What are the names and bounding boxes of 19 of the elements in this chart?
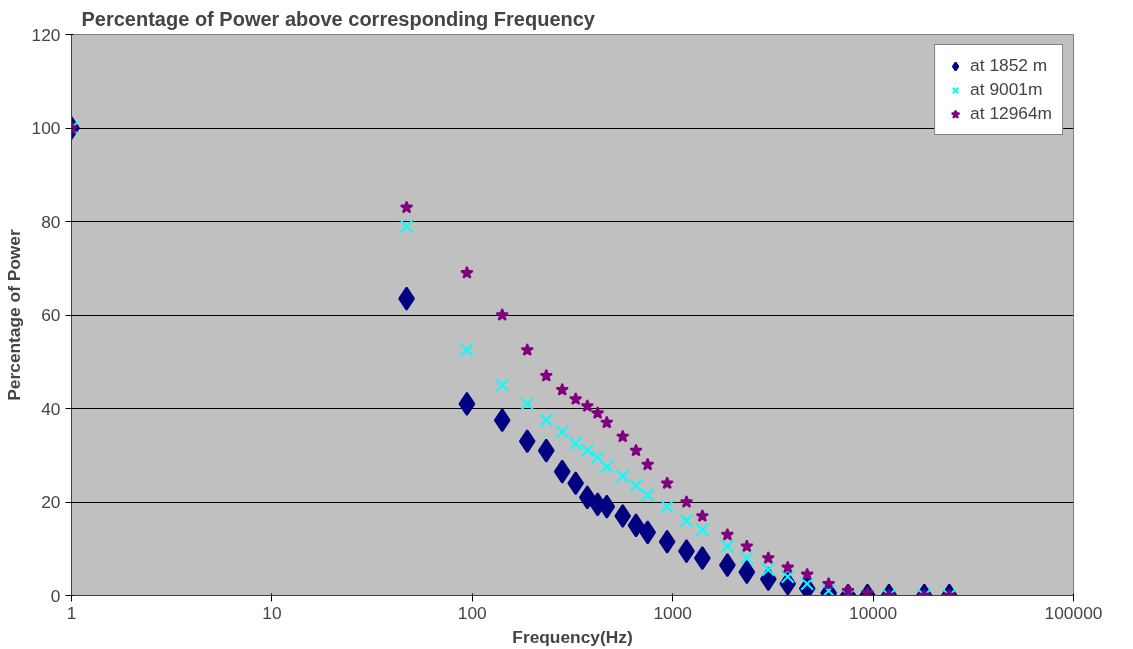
y-tick-label: 40 bbox=[41, 398, 61, 419]
x-tick-label: 100 bbox=[457, 602, 487, 623]
y-tick-label: 120 bbox=[31, 24, 61, 45]
y-tick-label: 20 bbox=[41, 492, 61, 512]
x-axis-title: Frequency(Hz) bbox=[512, 626, 633, 647]
y-tick-label: 60 bbox=[41, 305, 61, 325]
chart-title: Percentage of Power above corresponding Frequency bbox=[81, 7, 596, 30]
y-tick-label: 100 bbox=[31, 118, 61, 138]
x-tick-label: 10 bbox=[262, 602, 282, 623]
y-tick-label: 0 bbox=[50, 585, 61, 606]
x-tick-label: 1 bbox=[66, 602, 77, 623]
y-tick-label: 80 bbox=[41, 211, 61, 232]
x-tick-label: 1000 bbox=[653, 602, 692, 623]
y-axis-title: Percentage of Power bbox=[3, 229, 24, 401]
x-tick-label: 10000 bbox=[849, 602, 898, 623]
legend-label: at 9001m bbox=[970, 79, 1043, 100]
x-tick-label: 100000 bbox=[1044, 602, 1103, 623]
legend-label: at 12964m bbox=[970, 103, 1052, 124]
legend-label: at 1852 m bbox=[970, 55, 1048, 76]
